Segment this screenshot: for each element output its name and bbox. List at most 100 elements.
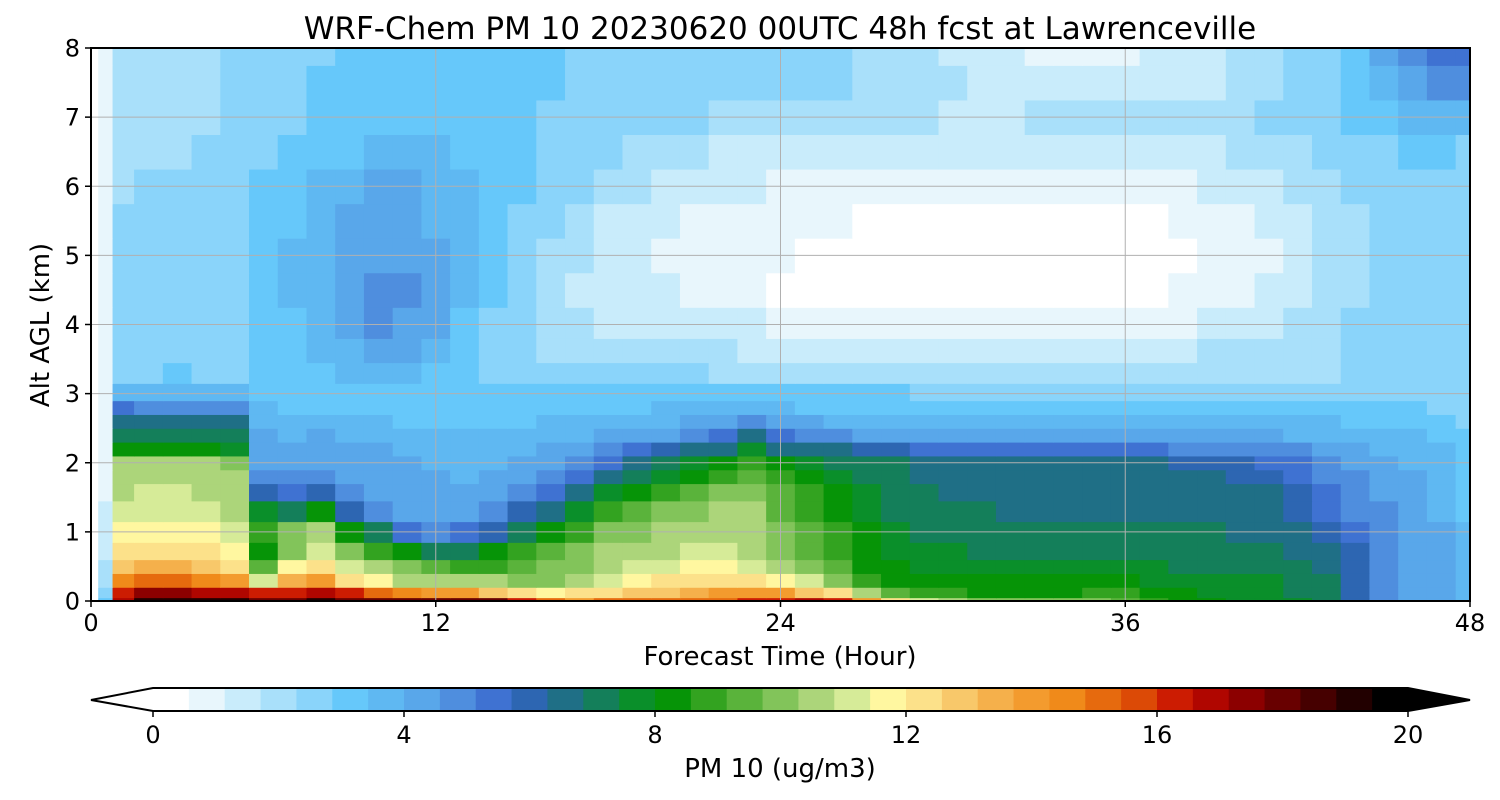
heatmap-cell: [1398, 272, 1428, 308]
heatmap-cell: [1455, 597, 1471, 602]
heatmap-cell: [191, 587, 221, 599]
heatmap-cell: [1053, 203, 1083, 239]
heatmap-cell: [335, 500, 365, 523]
heatmap-cell: [1426, 442, 1457, 457]
heatmap-cell: [98, 362, 114, 384]
heatmap-cell: [794, 414, 825, 429]
heatmap-cell: [823, 500, 853, 523]
heatmap-cell: [1225, 414, 1256, 429]
heatmap-cell: [794, 559, 825, 574]
colorbar-swatch: [1157, 688, 1194, 711]
heatmap-cell: [651, 307, 681, 339]
heatmap-cell: [363, 428, 394, 443]
heatmap-cell: [363, 442, 394, 457]
heatmap-cell: [737, 307, 767, 339]
heatmap-cell: [306, 134, 336, 170]
heatmap-cell: [1139, 65, 1169, 101]
heatmap-cell: [1311, 597, 1342, 602]
heatmap-cell: [134, 48, 164, 66]
heatmap-cell: [478, 65, 509, 101]
heatmap-cell: [277, 442, 308, 457]
colorbar-swatch: [583, 688, 620, 711]
heatmap-cell: [823, 272, 853, 308]
heatmap-cell: [1168, 483, 1198, 502]
heatmap-cell: [622, 338, 652, 364]
heatmap-cell: [565, 362, 595, 384]
y-tick-label: 1: [65, 518, 80, 546]
colorbar-swatch: [224, 688, 262, 711]
heatmap-cell: [852, 203, 882, 239]
heatmap-cell: [1398, 48, 1428, 66]
heatmap-cell: [1139, 272, 1169, 308]
heatmap-cell: [593, 203, 624, 239]
colorbar-swatch: [977, 688, 1015, 711]
heatmap-cell: [1340, 573, 1371, 588]
heatmap-cell: [1197, 442, 1227, 457]
heatmap-cell: [220, 307, 250, 339]
x-tick-label: 0: [83, 609, 98, 637]
heatmap-cell: [737, 400, 767, 415]
heatmap-cell: [1197, 48, 1227, 66]
heatmap-cell: [536, 400, 566, 415]
heatmap-cell: [1254, 65, 1284, 101]
heatmap-cell: [1139, 307, 1169, 339]
heatmap-cell: [1053, 442, 1083, 457]
heatmap-cell: [91, 500, 99, 523]
heatmap-cell: [995, 362, 1026, 384]
heatmap-cell: [1311, 400, 1342, 415]
heatmap-cell: [708, 134, 739, 170]
heatmap-cell: [1254, 500, 1284, 523]
heatmap-cell: [938, 428, 968, 443]
heatmap-cell: [335, 203, 365, 239]
heatmap-cell: [967, 559, 997, 574]
heatmap-cell: [622, 307, 652, 339]
heatmap-cell: [1024, 362, 1055, 384]
heatmap-cell: [881, 65, 911, 101]
heatmap-cell: [909, 65, 940, 101]
heatmap-cell: [1254, 573, 1284, 588]
heatmap-cell: [622, 483, 652, 502]
heatmap-cell: [651, 203, 681, 239]
heatmap-cell: [1225, 469, 1256, 485]
heatmap-cell: [306, 442, 336, 457]
heatmap-cell: [593, 400, 624, 415]
heatmap-cell: [134, 573, 164, 588]
heatmap-cell: [938, 597, 968, 602]
heatmap-cell: [794, 48, 825, 66]
heatmap-cell: [91, 442, 99, 457]
heatmap-cell: [191, 500, 221, 523]
colorbar-swatch: [1121, 688, 1158, 711]
heatmap-cell: [1197, 542, 1227, 561]
y-tick-label: 8: [65, 35, 80, 63]
heatmap-cell: [1311, 203, 1342, 239]
heatmap-cell: [1053, 573, 1083, 588]
heatmap-cell: [335, 400, 365, 415]
heatmap-cell: [1168, 442, 1198, 457]
x-axis-label: Forecast Time (Hour): [643, 642, 916, 672]
heatmap-cell: [306, 65, 336, 101]
heatmap-cell: [335, 442, 365, 457]
heatmap-cell: [1197, 587, 1227, 599]
heatmap-cell: [909, 48, 940, 66]
heatmap-cell: [277, 272, 308, 308]
heatmap-cell: [794, 587, 825, 599]
heatmap-cell: [565, 483, 595, 502]
heatmap-cell: [651, 573, 681, 588]
heatmap-cell: [1168, 542, 1198, 561]
heatmap-cell: [478, 542, 509, 561]
heatmap-cell: [277, 559, 308, 574]
heatmap-cell: [852, 559, 882, 574]
heatmap-cell: [1398, 134, 1428, 170]
chart-title: WRF-Chem PM 10 20230620 00UTC 48h fcst a…: [304, 11, 1256, 47]
heatmap-cell: [249, 597, 279, 602]
heatmap-cell: [450, 338, 480, 364]
heatmap-cell: [134, 414, 164, 429]
heatmap-cell: [967, 442, 997, 457]
heatmap-cell: [1426, 134, 1457, 170]
heatmap-cell: [478, 428, 509, 443]
heatmap-cell: [478, 573, 509, 588]
heatmap-cell: [1168, 400, 1198, 415]
heatmap-cell: [565, 597, 595, 602]
heatmap-cell: [478, 483, 509, 502]
